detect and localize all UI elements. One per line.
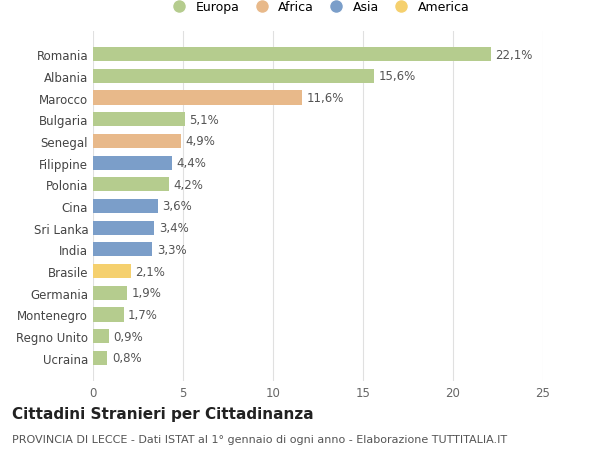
Text: 3,4%: 3,4%	[158, 222, 188, 235]
Text: 22,1%: 22,1%	[496, 49, 533, 62]
Bar	[93, 156, 172, 170]
Text: Cittadini Stranieri per Cittadinanza: Cittadini Stranieri per Cittadinanza	[12, 406, 314, 421]
Text: 4,9%: 4,9%	[186, 135, 215, 148]
Text: 11,6%: 11,6%	[306, 92, 344, 105]
Text: PROVINCIA DI LECCE - Dati ISTAT al 1° gennaio di ogni anno - Elaborazione TUTTIT: PROVINCIA DI LECCE - Dati ISTAT al 1° ge…	[12, 434, 507, 444]
Bar	[93, 221, 154, 235]
Bar	[93, 264, 131, 279]
Bar	[93, 48, 491, 62]
Text: 2,1%: 2,1%	[136, 265, 165, 278]
Bar	[93, 286, 127, 300]
Bar	[93, 351, 107, 365]
Text: 3,3%: 3,3%	[157, 243, 187, 256]
Legend: Europa, Africa, Asia, America: Europa, Africa, Asia, America	[161, 0, 475, 19]
Text: 5,1%: 5,1%	[190, 113, 219, 126]
Text: 0,9%: 0,9%	[114, 330, 143, 343]
Bar	[93, 113, 185, 127]
Bar	[93, 70, 374, 84]
Bar	[93, 330, 109, 343]
Text: 4,4%: 4,4%	[176, 157, 206, 170]
Bar	[93, 308, 124, 322]
Bar	[93, 178, 169, 192]
Text: 0,8%: 0,8%	[112, 352, 142, 364]
Bar	[93, 134, 181, 149]
Text: 1,7%: 1,7%	[128, 308, 158, 321]
Bar	[93, 200, 158, 213]
Bar	[93, 91, 302, 106]
Text: 1,9%: 1,9%	[132, 287, 161, 300]
Bar	[93, 243, 152, 257]
Text: 15,6%: 15,6%	[379, 70, 416, 83]
Text: 3,6%: 3,6%	[162, 200, 192, 213]
Text: 4,2%: 4,2%	[173, 179, 203, 191]
